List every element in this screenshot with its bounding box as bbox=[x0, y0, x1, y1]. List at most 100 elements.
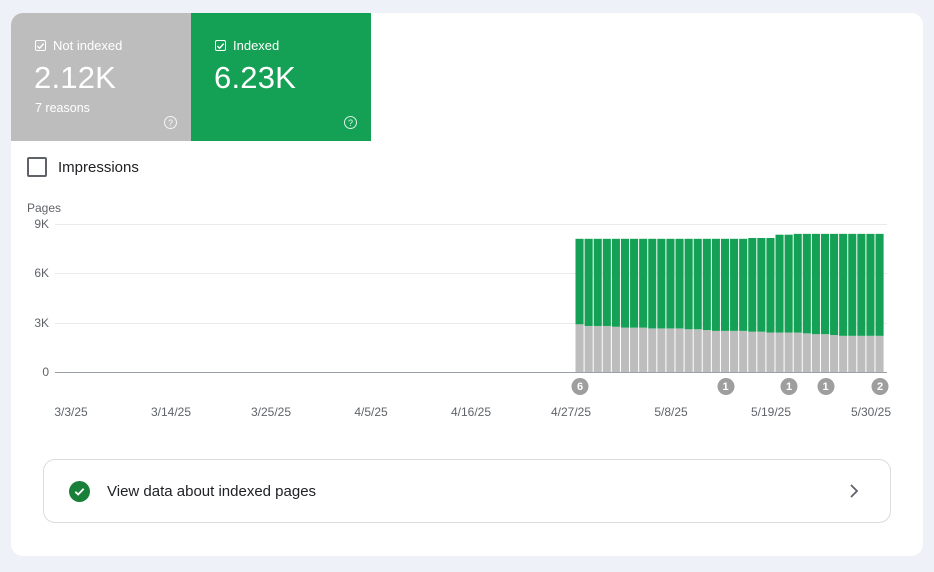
not-indexed-bar[interactable] bbox=[830, 335, 839, 372]
not-indexed-bar[interactable] bbox=[739, 330, 748, 372]
not-indexed-bar[interactable] bbox=[611, 326, 620, 372]
indexed-bar[interactable] bbox=[666, 238, 675, 329]
annotation-marker[interactable]: 1 bbox=[817, 378, 834, 395]
indexed-label: Indexed bbox=[233, 38, 280, 53]
not-indexed-bar[interactable] bbox=[693, 329, 702, 372]
not-indexed-bar[interactable] bbox=[766, 332, 775, 372]
indexed-bar[interactable] bbox=[648, 238, 657, 329]
indexed-bar[interactable] bbox=[620, 238, 630, 328]
indexed-bar[interactable] bbox=[584, 238, 593, 326]
gridline bbox=[55, 273, 887, 274]
indexed-bar[interactable] bbox=[702, 238, 711, 331]
indexed-bar[interactable] bbox=[748, 237, 757, 332]
indexed-bar[interactable] bbox=[848, 233, 857, 336]
indexed-value: 6.23K bbox=[214, 60, 297, 95]
annotation-marker[interactable]: 6 bbox=[571, 378, 589, 395]
indexed-bar[interactable] bbox=[602, 238, 611, 326]
indexed-bar[interactable] bbox=[693, 238, 702, 330]
not-indexed-bar[interactable] bbox=[775, 332, 784, 372]
help-icon[interactable]: ? bbox=[344, 116, 357, 129]
not-indexed-bar[interactable] bbox=[820, 334, 830, 372]
not-indexed-bar[interactable] bbox=[839, 335, 848, 372]
indexed-bar[interactable] bbox=[875, 233, 884, 336]
indexed-bar[interactable] bbox=[793, 233, 802, 333]
x-tick-label: 4/16/25 bbox=[450, 405, 492, 419]
indexed-header: Indexed bbox=[215, 38, 279, 53]
indexed-bar[interactable] bbox=[766, 237, 775, 333]
indexed-bar[interactable] bbox=[593, 238, 602, 326]
not-indexed-bar[interactable] bbox=[748, 331, 757, 372]
indexed-bar[interactable] bbox=[684, 238, 693, 330]
gridline bbox=[55, 323, 887, 324]
not-indexed-bar[interactable] bbox=[848, 335, 857, 372]
chevron-right-icon bbox=[850, 484, 859, 498]
view-indexed-pages-label: View data about indexed pages bbox=[107, 482, 317, 500]
not-indexed-bar[interactable] bbox=[620, 327, 630, 372]
not-indexed-bar[interactable] bbox=[802, 333, 811, 372]
indexed-bar[interactable] bbox=[675, 238, 684, 329]
indexed-bar[interactable] bbox=[784, 234, 793, 333]
x-tick-label: 5/8/25 bbox=[654, 405, 688, 419]
indexed-bar[interactable] bbox=[839, 233, 848, 336]
not-indexed-bar[interactable] bbox=[657, 328, 666, 372]
indexed-bar[interactable] bbox=[820, 233, 830, 335]
indexed-bar[interactable] bbox=[739, 238, 748, 331]
x-tick-label: 4/27/25 bbox=[550, 405, 592, 419]
indexed-checkbox[interactable] bbox=[215, 40, 226, 51]
not-indexed-bar[interactable] bbox=[684, 329, 693, 372]
indexed-bar[interactable] bbox=[639, 238, 648, 328]
not-indexed-bar[interactable] bbox=[811, 334, 820, 372]
indexed-bar[interactable] bbox=[730, 238, 739, 331]
not-indexed-bar[interactable] bbox=[593, 325, 602, 372]
indexed-bar[interactable] bbox=[611, 238, 620, 327]
indexed-tile[interactable]: Indexed 6.23K ? bbox=[191, 13, 371, 141]
y-tick-label: 0 bbox=[42, 365, 49, 379]
impressions-toggle[interactable]: Impressions bbox=[27, 157, 139, 177]
not-indexed-bar[interactable] bbox=[793, 332, 802, 372]
annotation-marker[interactable]: 2 bbox=[871, 378, 889, 395]
view-indexed-pages-link[interactable]: View data about indexed pages bbox=[43, 459, 891, 523]
not-indexed-bar[interactable] bbox=[875, 335, 884, 372]
indexed-bar[interactable] bbox=[630, 238, 639, 328]
indexed-bar[interactable] bbox=[811, 233, 820, 335]
not-indexed-bar[interactable] bbox=[711, 330, 720, 372]
not-indexed-header: Not indexed bbox=[35, 38, 122, 53]
y-axis-title: Pages bbox=[27, 201, 62, 215]
indexed-bar[interactable] bbox=[720, 238, 730, 331]
not-indexed-bar[interactable] bbox=[857, 335, 866, 372]
not-indexed-bar[interactable] bbox=[720, 330, 730, 372]
annotation-marker[interactable]: 1 bbox=[780, 378, 798, 395]
not-indexed-bar[interactable] bbox=[866, 335, 875, 372]
indexed-bar[interactable] bbox=[657, 238, 666, 329]
annotation-marker[interactable]: 1 bbox=[717, 378, 734, 395]
not-indexed-bar[interactable] bbox=[584, 325, 593, 372]
indexed-bar[interactable] bbox=[866, 233, 875, 336]
not-indexed-bar[interactable] bbox=[575, 324, 584, 372]
indexed-bar[interactable] bbox=[857, 233, 866, 336]
indexed-bar[interactable] bbox=[575, 238, 584, 325]
help-icon[interactable]: ? bbox=[164, 116, 177, 129]
check-icon bbox=[216, 42, 225, 49]
indexed-bar[interactable] bbox=[802, 233, 811, 334]
y-tick-label: 9K bbox=[34, 217, 49, 231]
indexed-bar[interactable] bbox=[830, 233, 839, 335]
not-indexed-bar[interactable] bbox=[630, 327, 639, 372]
not-indexed-checkbox[interactable] bbox=[35, 40, 46, 51]
indexed-bar[interactable] bbox=[757, 237, 766, 332]
y-tick-label: 3K bbox=[34, 316, 49, 330]
not-indexed-bar[interactable] bbox=[730, 330, 739, 372]
not-indexed-bar[interactable] bbox=[757, 331, 766, 372]
x-tick-label: 3/3/25 bbox=[54, 405, 88, 419]
indexed-bar[interactable] bbox=[775, 234, 784, 333]
not-indexed-bar[interactable] bbox=[602, 325, 611, 372]
indexed-bar[interactable] bbox=[711, 238, 720, 331]
not-indexed-tile[interactable]: Not indexed 2.12K 7 reasons ? bbox=[11, 13, 191, 141]
not-indexed-bar[interactable] bbox=[675, 328, 684, 372]
not-indexed-bar[interactable] bbox=[702, 330, 711, 372]
not-indexed-label: Not indexed bbox=[53, 38, 123, 53]
not-indexed-bar[interactable] bbox=[648, 328, 657, 372]
not-indexed-bar[interactable] bbox=[639, 327, 648, 372]
not-indexed-bar[interactable] bbox=[666, 328, 675, 372]
impressions-checkbox[interactable] bbox=[27, 157, 47, 177]
not-indexed-bar[interactable] bbox=[784, 332, 793, 372]
